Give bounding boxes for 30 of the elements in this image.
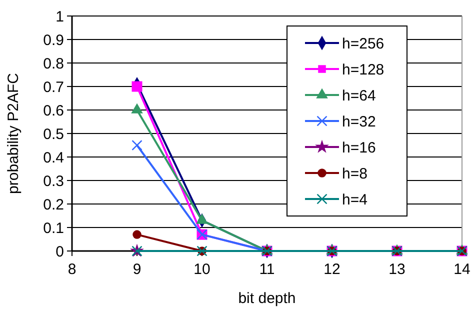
legend-label: h=8 <box>342 165 368 182</box>
point <box>132 81 142 92</box>
y-tick-label: 0.3 <box>43 172 64 190</box>
x-axis-title: bit depth <box>238 290 296 307</box>
y-tick-label: 0.8 <box>43 55 64 72</box>
legend-label: h=4 <box>342 191 368 208</box>
y-axis-title: probability P2AFC <box>5 72 22 194</box>
x-tick-label: 11 <box>259 261 275 278</box>
y-tick-label: 1 <box>56 8 64 26</box>
x-tick-label: 14 <box>454 261 470 278</box>
y-tick-label: 0.2 <box>43 196 64 214</box>
y-tick-label: 0.5 <box>43 126 64 143</box>
point <box>132 140 142 151</box>
x-tick-label: 9 <box>132 261 142 278</box>
y-tick-label: 0 <box>56 243 64 260</box>
legend-label: h=16 <box>342 139 376 156</box>
legend-label: h=128 <box>342 61 384 78</box>
y-tick-label: 0.7 <box>43 78 64 96</box>
x-tick-label: 8 <box>68 261 76 278</box>
x-tick-label: 12 <box>324 261 340 278</box>
legend-label: h=256 <box>342 35 384 52</box>
legend-label: h=64 <box>342 87 376 104</box>
y-tick-label: 0.4 <box>43 149 64 166</box>
x-tick-label: 13 <box>388 261 406 278</box>
y-tick-label: 0.9 <box>43 32 64 49</box>
legend-label: h=32 <box>342 113 376 130</box>
y-tick-label: 0.6 <box>43 102 64 120</box>
x-tick-label: 10 <box>194 261 210 278</box>
point <box>132 230 142 239</box>
y-tick-label: 0.1 <box>43 220 64 237</box>
